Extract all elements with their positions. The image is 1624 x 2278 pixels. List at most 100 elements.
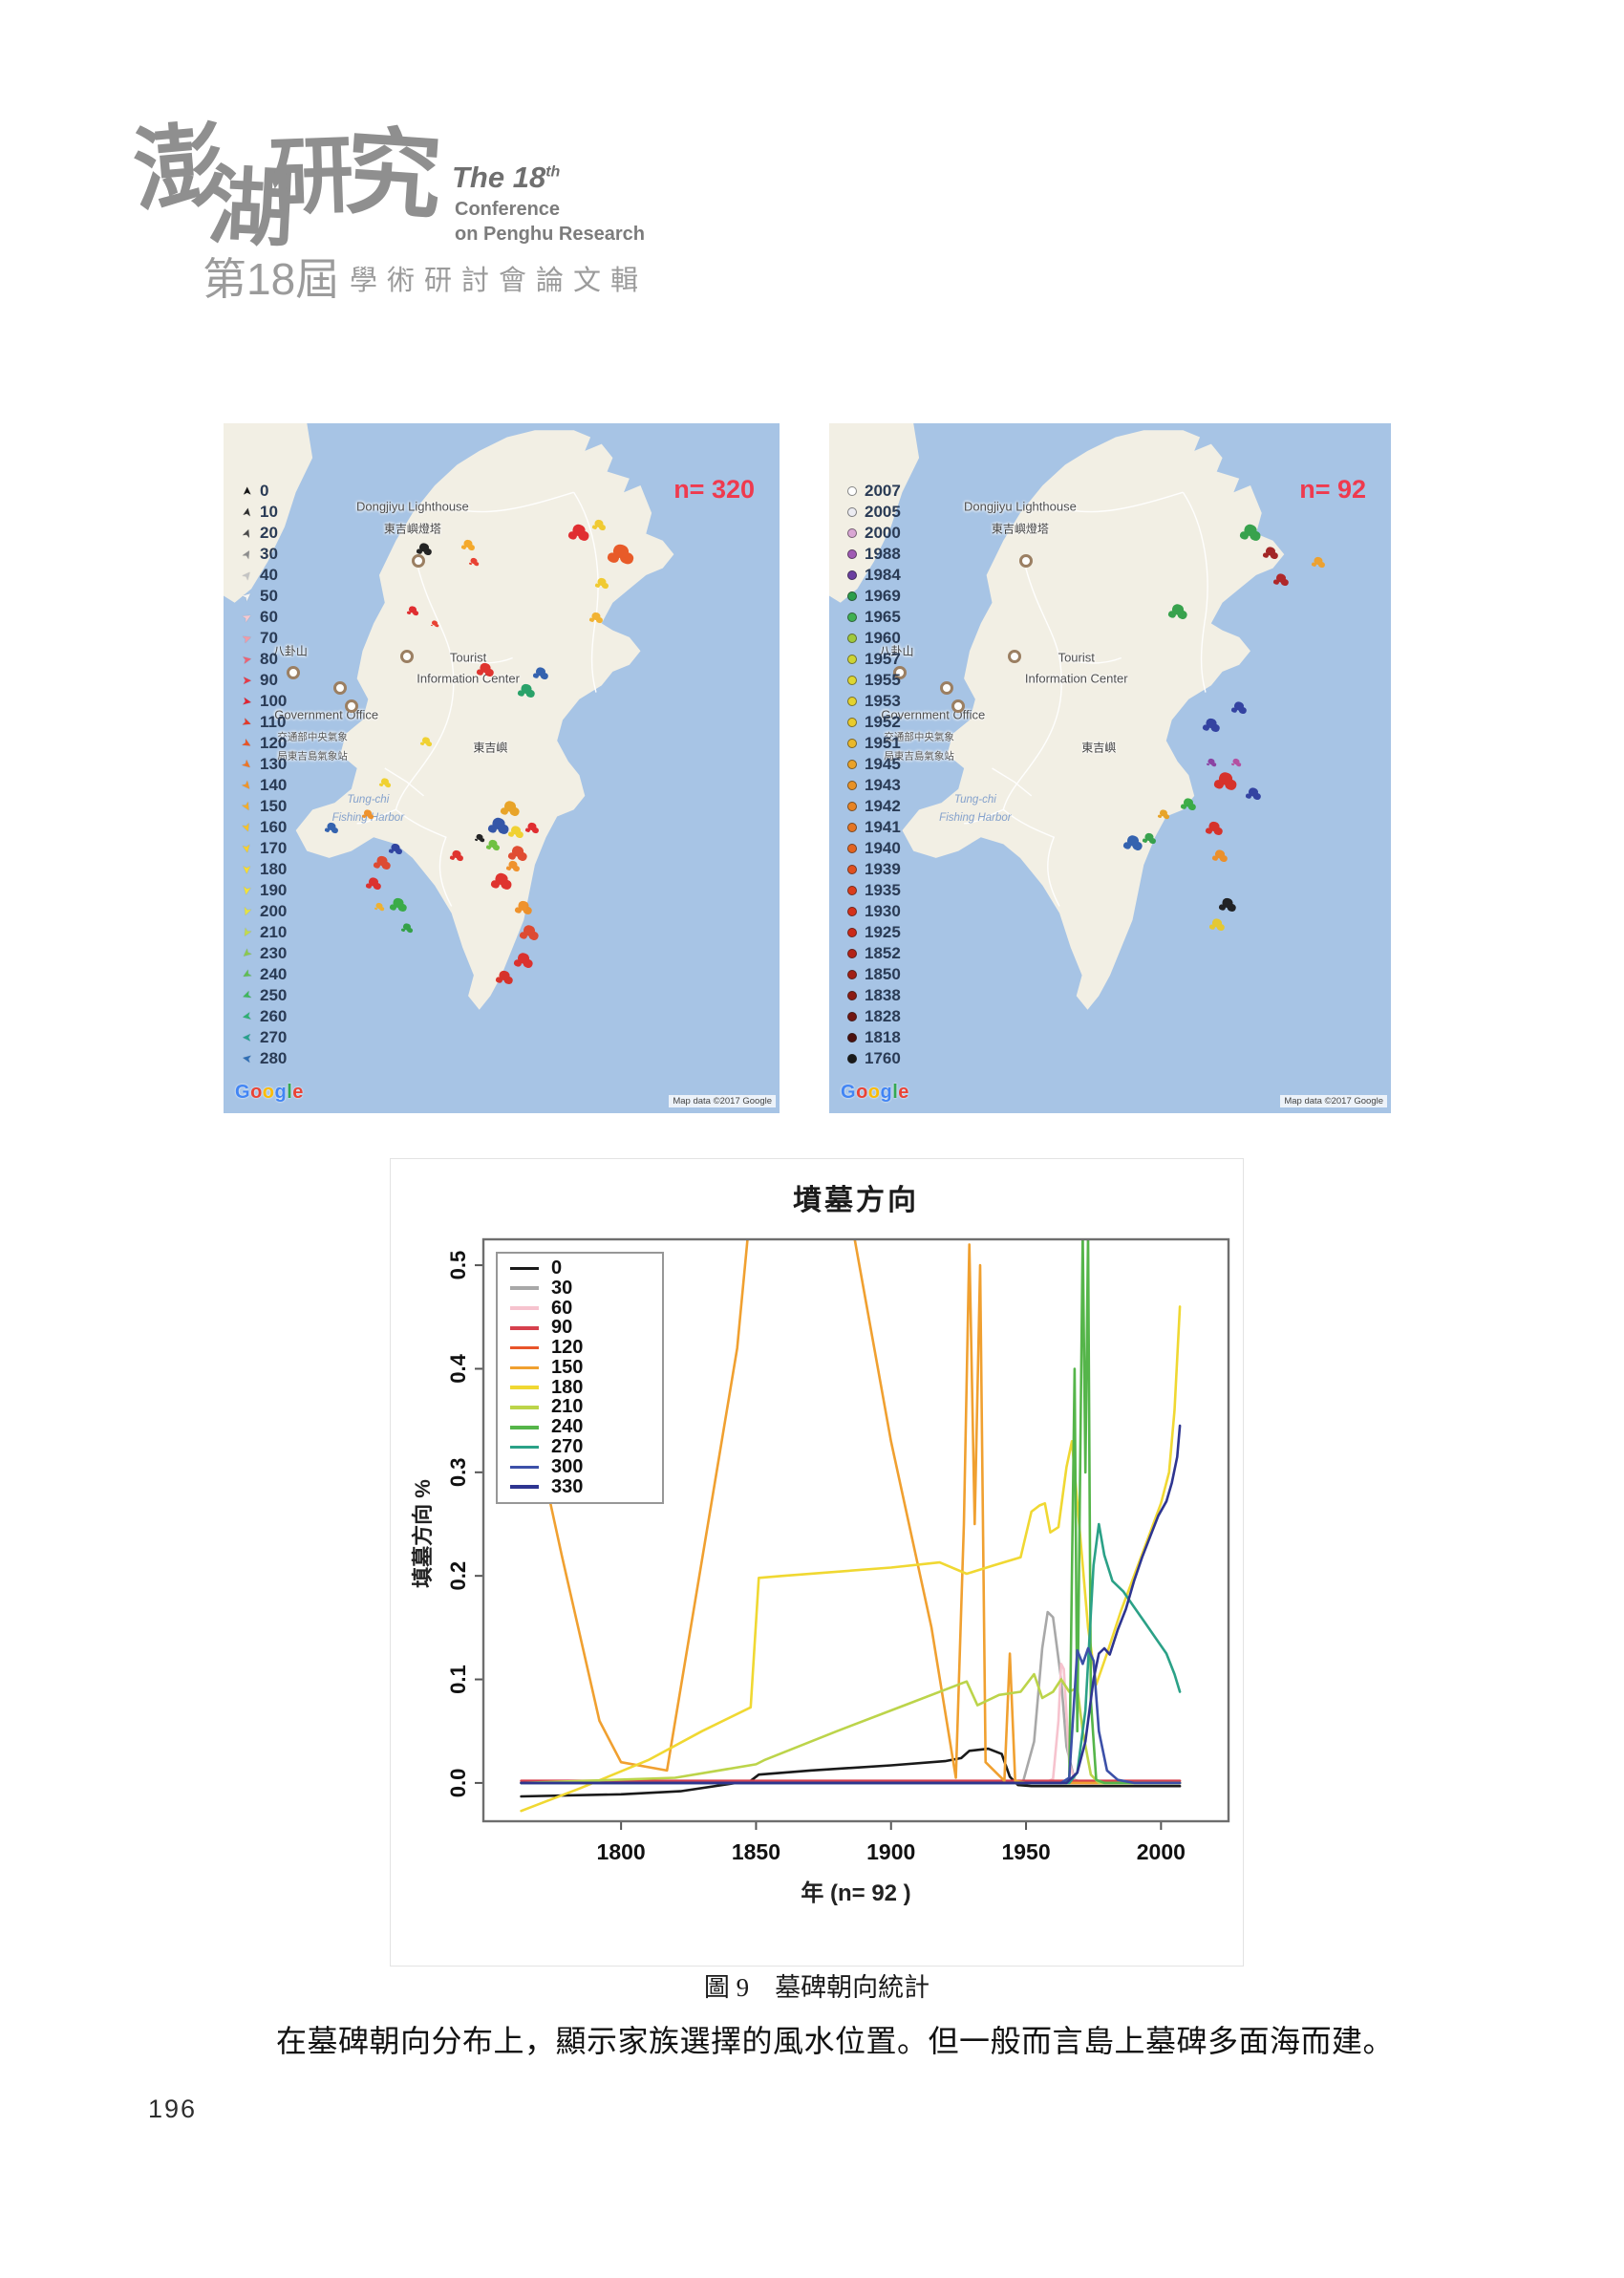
map-legend-item: 1953 xyxy=(844,691,901,712)
map-legend-item: 1952 xyxy=(844,712,901,733)
direction-arrow-icon: ➤ xyxy=(240,864,254,875)
google-logo-letter: G xyxy=(235,1082,251,1103)
direction-arrow-icon: ➤ xyxy=(239,820,255,835)
grave-marker-cluster xyxy=(421,736,432,745)
direction-arrow-icon: ➤ xyxy=(242,674,252,687)
google-logo-letter: o xyxy=(262,1082,275,1103)
chart-legend-item: 0 xyxy=(498,1257,662,1279)
grave-marker-cluster xyxy=(526,822,538,832)
legend-line-swatch xyxy=(510,1426,539,1429)
map-legend-label: 120 xyxy=(260,734,288,752)
map-legend-label: 2007 xyxy=(865,482,901,500)
grave-marker-cluster xyxy=(1210,917,1223,930)
map-place-label: Dongjiyu Lighthouse xyxy=(355,499,469,514)
grave-marker-cluster xyxy=(502,799,518,813)
grave-marker-cluster xyxy=(417,542,430,553)
year-dot-icon xyxy=(847,949,857,958)
chart-legend-label: 270 xyxy=(551,1436,584,1458)
year-dot-icon xyxy=(847,1054,857,1064)
svg-text:1850: 1850 xyxy=(732,1839,780,1864)
year-dot-icon xyxy=(847,886,857,895)
map-legend-item: ➤ 210 xyxy=(239,922,287,943)
figure-caption: 圖 9 墓碑朝向統計 xyxy=(703,1973,930,2002)
legend-line-swatch xyxy=(510,1406,539,1409)
conference-title-en: The 18th xyxy=(452,161,561,194)
year-dot-icon xyxy=(847,528,857,538)
grave-marker-cluster xyxy=(507,859,519,870)
google-logo-letter: e xyxy=(292,1082,304,1103)
map-legend-label: 20 xyxy=(260,524,278,542)
map-legend-label: 1760 xyxy=(865,1049,901,1067)
grave-marker-cluster xyxy=(511,844,525,858)
direction-arrow-icon: ➤ xyxy=(242,1031,252,1044)
map-place-label: 東吉嶼燈塔 xyxy=(991,522,1049,536)
grave-marker-cluster xyxy=(375,855,389,868)
map-place-label: 八卦山 xyxy=(879,644,914,658)
map-legend-item: ➤ 180 xyxy=(239,859,288,880)
chart-legend-item: 330 xyxy=(498,1476,662,1497)
svg-text:0.5: 0.5 xyxy=(446,1251,470,1280)
map-legend-item: ➤ 60 xyxy=(239,607,287,628)
map-place-label: Dongjiyu Lighthouse xyxy=(964,499,1077,514)
direction-arrow-icon: ➤ xyxy=(238,777,256,794)
map-legend-item: 1941 xyxy=(844,817,901,838)
map-legend-item: 1969 xyxy=(844,586,901,607)
grave-marker-cluster xyxy=(493,870,510,887)
year-dot-icon xyxy=(847,802,857,811)
map-legend-label: 230 xyxy=(260,944,288,962)
grave-marker-cluster xyxy=(571,523,588,538)
poi-circle-icon xyxy=(1018,554,1033,569)
map-legend-label: 160 xyxy=(260,818,288,836)
map-legend-item: ➤ 40 xyxy=(239,565,287,586)
direction-arrow-icon: ➤ xyxy=(238,547,256,562)
grave-marker-cluster xyxy=(407,605,417,614)
map-legend-item: ➤ 110 xyxy=(239,712,287,733)
direction-arrow-icon: ➤ xyxy=(239,735,255,752)
year-dot-icon xyxy=(847,1012,857,1021)
map-legend-label: 1965 xyxy=(865,608,901,626)
svg-text:2000: 2000 xyxy=(1137,1839,1186,1864)
map-legend: ➤ 0 ➤ 10 ➤ 20 ➤ 30 ➤ 40 ➤ 50 ➤ 60 ➤ 70 ➤ 80 ➤ 90 ➤ 100 ➤ 110 ➤ 12… xyxy=(239,481,287,1069)
map-legend-item: 1988 xyxy=(844,544,901,565)
map-legend-label: 110 xyxy=(260,713,287,731)
legend-line-swatch xyxy=(510,1365,539,1370)
map-legend-label: 1984 xyxy=(865,566,901,584)
year-dot-icon xyxy=(847,928,857,937)
map-legend-label: 170 xyxy=(260,839,288,857)
poi-circle-icon xyxy=(1008,650,1022,664)
chart-legend-item: 300 xyxy=(498,1456,662,1477)
legend-line-swatch xyxy=(510,1445,539,1450)
map-legend-label: 1945 xyxy=(865,755,901,773)
chart-legend-item: 150 xyxy=(498,1357,662,1378)
grave-marker-cluster xyxy=(1205,717,1218,730)
poi-circle-icon xyxy=(400,650,415,664)
map-legend-label: 10 xyxy=(260,503,278,521)
conference-subtitle-en2: on Penghu Research xyxy=(455,224,645,245)
year-dot-icon xyxy=(847,823,857,832)
map-legend-item: 1942 xyxy=(844,796,901,817)
direction-arrow-icon: ➤ xyxy=(238,799,256,814)
grave-marker-cluster xyxy=(1247,786,1260,799)
y-axis-label: 填墓方向 % xyxy=(411,1479,435,1588)
poi-circle-icon xyxy=(411,554,425,569)
year-dot-icon xyxy=(847,907,857,916)
legend-line-swatch xyxy=(510,1266,539,1271)
year-dot-icon xyxy=(847,591,857,601)
grave-marker-cluster xyxy=(534,666,546,677)
year-dot-icon xyxy=(847,970,857,979)
map-place-label: Tung-chi xyxy=(347,794,390,806)
google-logo-letter: g xyxy=(274,1082,288,1103)
map-legend-item: ➤ 80 xyxy=(239,649,287,670)
map-legend-label: 1969 xyxy=(865,587,901,605)
legend-line-swatch xyxy=(510,1306,539,1310)
page-number: 196 xyxy=(148,2095,198,2123)
year-dot-icon xyxy=(847,570,857,580)
direction-arrow-icon: ➤ xyxy=(239,505,255,519)
direction-arrow-icon: ➤ xyxy=(240,987,254,1004)
sample-size-badge: n= 92 xyxy=(1299,475,1366,504)
legend-line-swatch xyxy=(510,1345,539,1350)
chart-legend-item: 240 xyxy=(498,1416,662,1437)
year-dot-icon xyxy=(847,549,857,559)
chart-legend-label: 90 xyxy=(551,1317,573,1339)
x-axis-label: 年 (n= 92 ) xyxy=(801,1880,911,1906)
